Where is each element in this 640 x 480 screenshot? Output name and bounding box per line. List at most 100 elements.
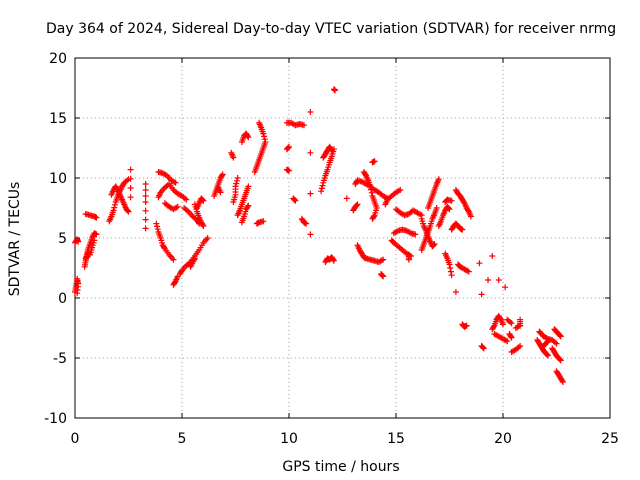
data-point <box>300 122 307 129</box>
data-point <box>517 316 524 323</box>
data-point <box>142 187 149 193</box>
data-point <box>142 181 149 187</box>
data-point <box>500 321 506 328</box>
data-point <box>93 214 100 221</box>
data-point <box>125 208 132 215</box>
data-point <box>446 206 453 213</box>
data-point <box>292 197 299 204</box>
data-point <box>368 189 375 196</box>
data-point <box>142 199 149 205</box>
data-point <box>559 379 566 385</box>
data-point <box>124 207 131 214</box>
data-point <box>286 143 292 150</box>
data-point <box>142 193 149 199</box>
y-tick-label: 20 <box>49 51 67 67</box>
data-point <box>465 268 472 275</box>
chart-title: Day 364 of 2024, Sidereal Day-to-day VTE… <box>46 21 616 37</box>
data-point <box>544 352 551 359</box>
data-point <box>544 351 551 358</box>
data-point <box>553 340 560 347</box>
data-point <box>478 291 485 298</box>
data-point <box>154 226 161 233</box>
data-point <box>504 338 511 345</box>
data-point <box>544 338 551 345</box>
x-tick-label: 5 <box>178 431 187 447</box>
data-point <box>127 175 134 182</box>
data-point <box>448 272 455 279</box>
data-point <box>508 320 515 327</box>
data-point <box>354 201 361 208</box>
data-point <box>502 284 509 291</box>
data-point <box>433 205 440 211</box>
data-point <box>431 241 438 247</box>
data-point <box>330 257 337 264</box>
data-point <box>307 109 314 115</box>
data-point <box>233 177 240 184</box>
data-point <box>557 357 564 364</box>
data-point <box>261 133 268 140</box>
data-point <box>142 207 149 214</box>
data-point <box>485 277 492 283</box>
data-point <box>303 220 310 227</box>
data-point <box>480 344 487 351</box>
data-point <box>75 238 82 245</box>
data-point <box>191 255 198 262</box>
data-point <box>405 251 412 258</box>
data-point <box>127 166 134 173</box>
data-point <box>495 277 502 283</box>
data-point <box>111 201 118 208</box>
data-point <box>127 194 134 201</box>
data-point <box>489 253 496 259</box>
data-point <box>127 185 134 191</box>
data-point <box>291 197 298 203</box>
data-point <box>544 339 551 345</box>
y-tick-label: -10 <box>44 411 67 427</box>
data-point <box>286 167 292 174</box>
data-point <box>397 187 404 193</box>
data-point <box>307 190 314 197</box>
data-point <box>110 207 117 214</box>
data-point <box>459 226 466 233</box>
data-point <box>261 136 268 143</box>
data-point <box>142 216 149 223</box>
data-point <box>74 290 81 297</box>
data-point <box>446 261 453 268</box>
data-point <box>217 189 224 196</box>
y-tick-label: 5 <box>58 231 67 247</box>
data-point <box>476 260 483 267</box>
y-tick-label: 10 <box>49 171 67 187</box>
data-point <box>256 119 263 126</box>
data-point <box>199 221 206 228</box>
data-point <box>245 202 252 209</box>
data-point <box>463 322 470 329</box>
y-tick-label: -5 <box>53 351 67 367</box>
data-point <box>218 172 225 179</box>
data-point <box>435 176 442 183</box>
data-point <box>307 149 314 156</box>
data-point <box>559 377 566 384</box>
data-point <box>452 289 459 295</box>
data-point <box>330 256 337 263</box>
data-point <box>245 183 252 190</box>
data-point <box>557 332 564 339</box>
data-point <box>367 183 374 190</box>
data-point <box>557 333 564 340</box>
data-point <box>480 345 487 352</box>
data-point <box>318 188 325 195</box>
data-point <box>200 223 207 229</box>
data-point <box>142 225 149 232</box>
data-point <box>244 203 251 210</box>
data-point <box>153 220 160 227</box>
data-point <box>379 272 386 279</box>
y-tick-label: 15 <box>49 111 67 127</box>
data-point <box>199 197 206 203</box>
data-point <box>232 183 239 190</box>
y-tick-label: 0 <box>58 291 67 307</box>
data-point <box>328 147 335 154</box>
data-point <box>170 256 177 263</box>
data-point <box>204 235 211 241</box>
data-point <box>517 343 524 349</box>
data-point <box>154 223 161 230</box>
x-tick-label: 0 <box>71 431 80 447</box>
